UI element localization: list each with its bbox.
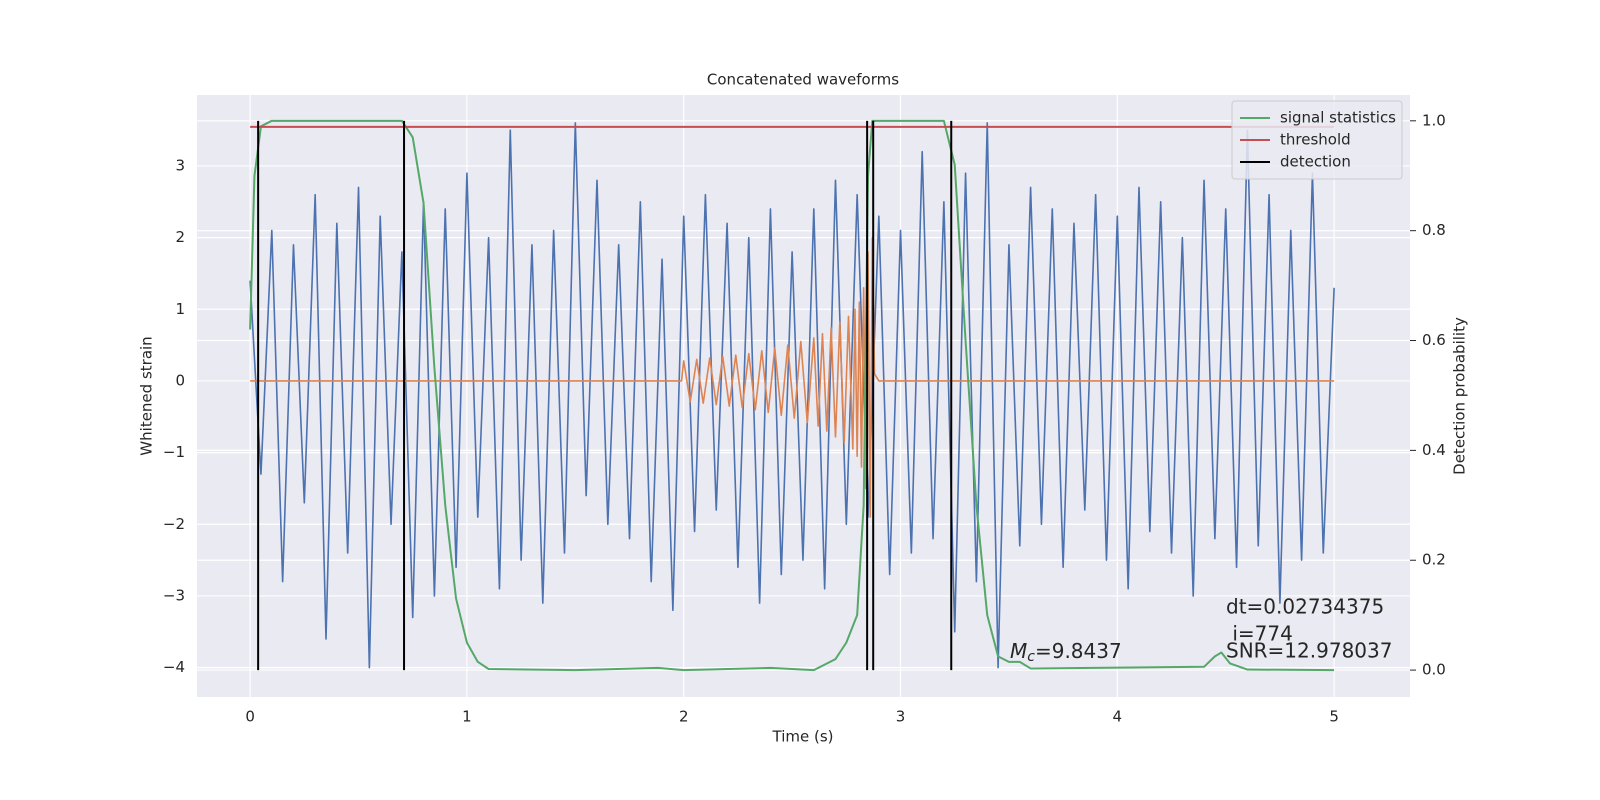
series-line [257, 120, 953, 671]
y-tick-label: −4 [163, 658, 185, 676]
legend-label: signal statistics [1280, 109, 1396, 127]
x-axis-label: Time (s) [772, 728, 834, 746]
series-line [249, 119, 1335, 672]
lines [249, 119, 1335, 672]
y-tick-label: 2 [175, 228, 185, 246]
y-tick-label: 3 [175, 156, 185, 174]
y2-tick-label: 0.4 [1422, 441, 1446, 459]
labels: 0 1 2 3 4 5 −4 −3 −2 −1 0 1 2 3 0.0 0.2 0.4 0.6 0.8 1.0 [163, 111, 1446, 725]
x-tick-label: 5 [1329, 708, 1339, 726]
y-tick-label: −3 [163, 586, 185, 604]
annotation: SNR=12.978037 [1226, 639, 1392, 663]
annotation: dt=0.02734375 [1226, 595, 1384, 619]
legend-label: detection [1280, 153, 1351, 171]
y-tick-label: −2 [163, 515, 185, 533]
annotation: i=774 [1226, 622, 1293, 646]
annotation: Mc=9.8437 [1010, 639, 1122, 666]
y2-tick-label: 0.0 [1422, 661, 1446, 679]
plot-area [197, 95, 1410, 697]
annotation-subscript: c [1027, 649, 1035, 665]
legend-label: threshold [1280, 131, 1351, 149]
y2-tick-label: 0.6 [1422, 331, 1446, 349]
series-line [250, 236, 1335, 518]
y2-tick-label: 1.0 [1422, 111, 1446, 129]
series-line [249, 122, 1335, 669]
y-tick-label: 0 [175, 371, 185, 389]
x-tick-label: 2 [679, 708, 689, 726]
x-tick-label: 1 [462, 708, 472, 726]
x-tick-label: 0 [245, 708, 255, 726]
annotation-symbol: M [1010, 639, 1027, 663]
y2-tick-label: 0.8 [1422, 221, 1446, 239]
chart-title: Concatenated waveforms [707, 71, 899, 89]
y-tick-label: −1 [163, 443, 185, 461]
annotation-text: =9.8437 [1035, 639, 1122, 663]
y2-tick-label: 0.2 [1422, 551, 1446, 569]
y2-axis-label: Detection probability [1451, 317, 1469, 475]
legend-box [1231, 100, 1403, 180]
x-tick-label: 4 [1113, 708, 1123, 726]
x-tick-label: 3 [896, 708, 906, 726]
y-axis-label: Whitened strain [138, 336, 156, 455]
y-tick-label: 1 [175, 300, 185, 318]
